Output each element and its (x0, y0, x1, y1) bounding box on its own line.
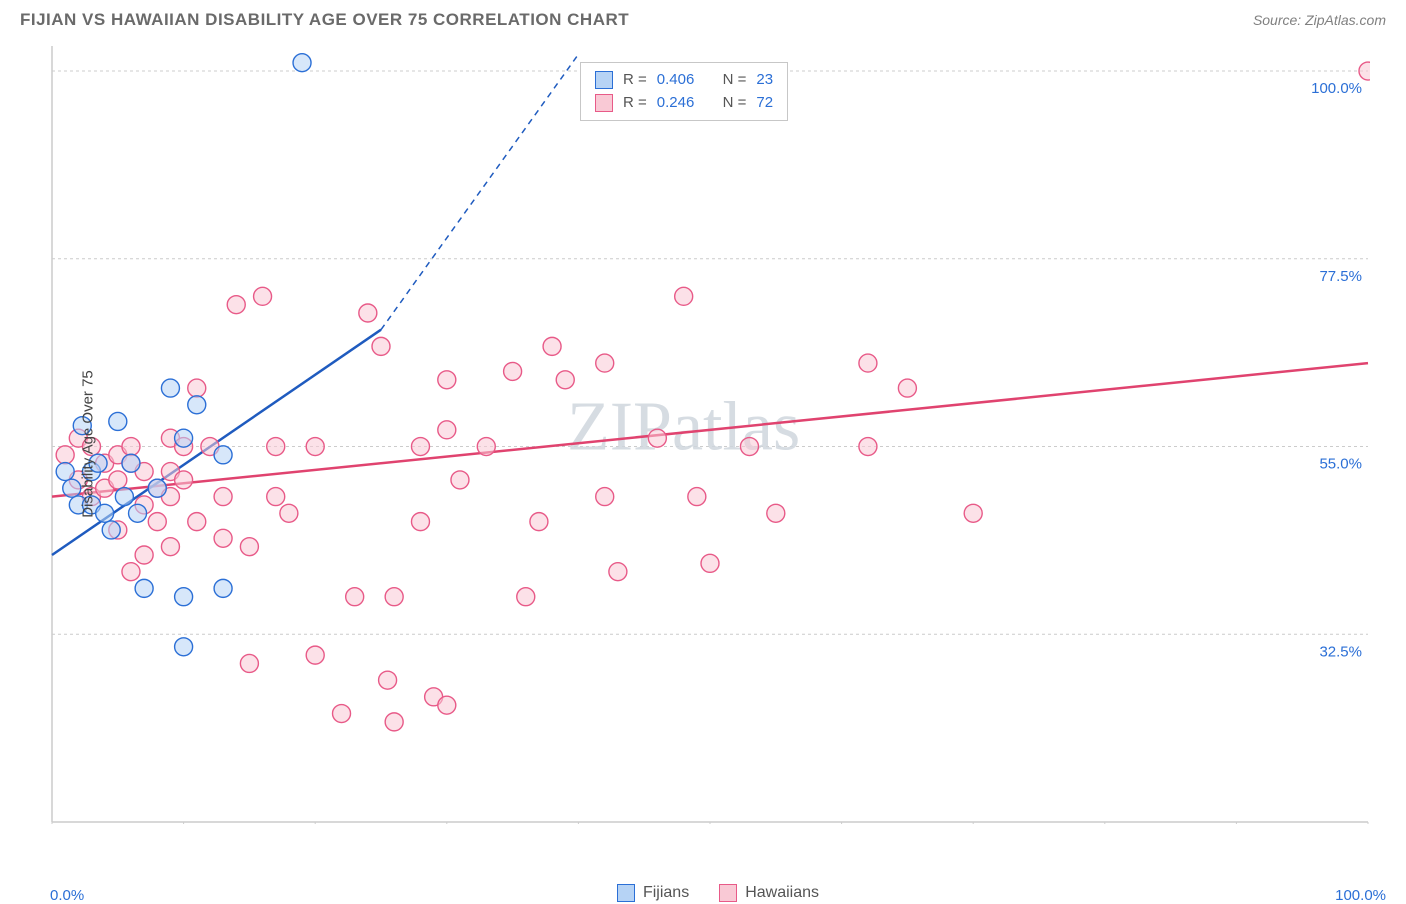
chart-area: Disability Age Over 75 32.5% 55.0% 77.5% 10… (50, 44, 1386, 844)
swatch-hawaiians (595, 94, 613, 112)
legend-item-hawaiians: Hawaiians (719, 884, 819, 902)
series-legend: Fijians Hawaiians (50, 884, 1386, 902)
correlation-stats-box: R = 0.406 N = 23 R = 0.246 N = 72 (580, 62, 788, 121)
chart-title: FIJIAN VS HAWAIIAN DISABILITY AGE OVER 7… (20, 10, 629, 30)
stats-row-hawaiians: R = 0.246 N = 72 (595, 92, 773, 115)
y-axis-label: Disability Age Over 75 (79, 370, 96, 518)
svg-text:100.0%: 100.0% (1311, 80, 1362, 97)
svg-text:77.5%: 77.5% (1319, 268, 1362, 285)
legend-item-fijians: Fijians (617, 884, 689, 902)
svg-text:32.5%: 32.5% (1319, 643, 1362, 660)
stats-row-fijians: R = 0.406 N = 23 (595, 69, 773, 92)
swatch-fijians (595, 71, 613, 89)
source-attribution: Source: ZipAtlas.com (1253, 12, 1386, 28)
chart-header: FIJIAN VS HAWAIIAN DISABILITY AGE OVER 7… (0, 0, 1406, 36)
scatter-plot: 32.5% 55.0% 77.5% 100.0% ZIPatlas (50, 44, 1370, 824)
legend-swatch-fijians (617, 884, 635, 902)
legend-swatch-hawaiians (719, 884, 737, 902)
legend-label-hawaiians: Hawaiians (745, 884, 819, 902)
legend-label-fijians: Fijians (643, 884, 689, 902)
svg-text:ZIPatlas: ZIPatlas (567, 389, 800, 466)
svg-text:55.0%: 55.0% (1319, 456, 1362, 473)
